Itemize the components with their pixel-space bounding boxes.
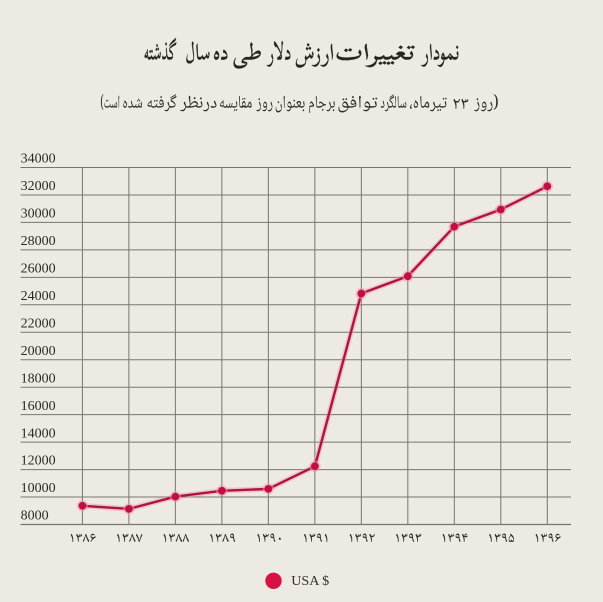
svg-text:20000: 20000	[21, 344, 56, 359]
svg-text:32000: 32000	[21, 179, 56, 194]
svg-text:12000: 12000	[21, 454, 56, 469]
svg-text:10000: 10000	[21, 481, 56, 496]
svg-text:34000: 34000	[21, 152, 56, 167]
svg-text:28000: 28000	[21, 234, 56, 249]
svg-text:24000: 24000	[21, 289, 56, 304]
svg-text:14000: 14000	[21, 426, 56, 441]
svg-text:30000: 30000	[21, 207, 56, 222]
svg-text:26000: 26000	[21, 262, 56, 277]
svg-text:USA $: USA $	[291, 573, 329, 589]
svg-text:18000: 18000	[21, 371, 56, 386]
svg-text:8000: 8000	[21, 509, 49, 524]
svg-text:16000: 16000	[21, 399, 56, 414]
svg-text:22000: 22000	[21, 316, 56, 331]
